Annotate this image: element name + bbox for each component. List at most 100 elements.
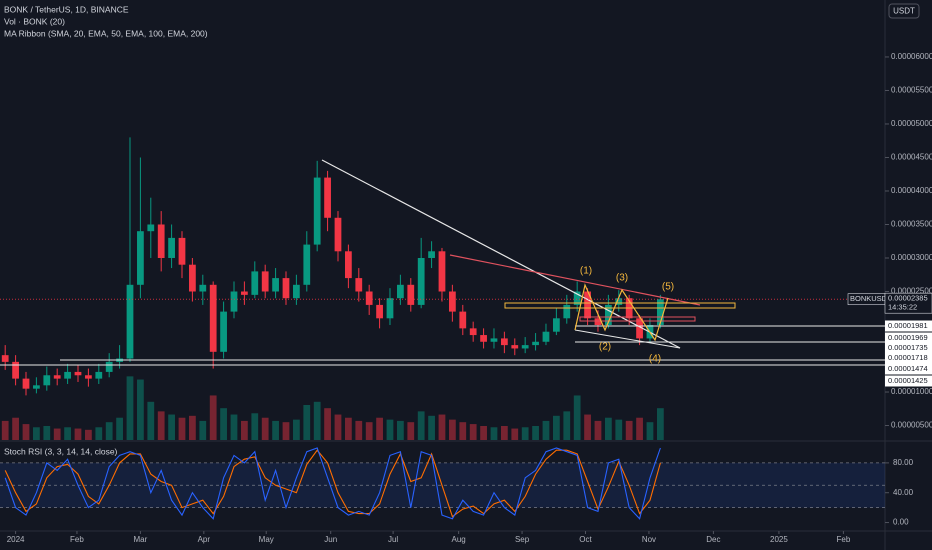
- x-tick-label: May: [259, 535, 274, 544]
- volume-bar: [480, 426, 487, 440]
- y-tick-label: 0.00006000: [891, 52, 932, 61]
- volume-bar: [324, 408, 331, 440]
- candle-body: [615, 298, 623, 305]
- volume-bar: [532, 426, 539, 440]
- price-tag-label: 0.00001425: [888, 376, 928, 385]
- candle-body: [345, 251, 352, 279]
- countdown: 14:35:22: [888, 303, 917, 312]
- volume-layer: [1, 376, 664, 440]
- candle-body: [459, 311, 467, 329]
- x-tick-label: Dec: [706, 535, 720, 544]
- volume-bar: [428, 415, 435, 440]
- volume-bar: [542, 420, 550, 440]
- x-tick-label: Mar: [134, 535, 148, 544]
- candle-body: [1, 355, 9, 362]
- volume-bar: [584, 414, 591, 440]
- candle-body: [261, 271, 269, 292]
- volume-bar: [459, 422, 467, 440]
- candle-body: [563, 304, 571, 319]
- candle-body: [428, 251, 435, 258]
- volume-bar: [594, 420, 602, 440]
- volume-bar: [95, 427, 103, 440]
- currency-button[interactable]: [888, 3, 920, 19]
- candle-body: [147, 224, 155, 232]
- volume-bar: [573, 395, 581, 440]
- price-tag: [885, 342, 932, 354]
- candle-body: [178, 237, 186, 265]
- volume-bar: [604, 417, 612, 440]
- indicator-label: MA Ribbon (SMA, 20, EMA, 50, EMA, 100, E…: [4, 28, 208, 38]
- price-tag-label: 0.00001981: [888, 321, 928, 330]
- y-tick-label: 0.00002500: [891, 287, 932, 296]
- zone-box: [579, 316, 696, 322]
- candle-body: [85, 375, 92, 379]
- volume-bar: [199, 420, 207, 440]
- y-tick-label: 0.00003500: [891, 220, 932, 229]
- candle-body: [43, 375, 51, 386]
- volume-bar: [376, 417, 383, 440]
- volume-bar: [1, 420, 9, 440]
- volume-bar: [272, 420, 279, 440]
- candle-body: [542, 331, 550, 342]
- candle-body: [168, 237, 175, 258]
- symbol-label: BONKUSDT: [850, 294, 892, 303]
- candle-body: [251, 271, 259, 295]
- y-tick-label: 0.00004500: [891, 153, 932, 162]
- volume-bar: [157, 411, 165, 440]
- wave-label: (1): [580, 266, 592, 277]
- y-tick-label: 0.00005500: [891, 86, 932, 95]
- wave-label: (5): [662, 282, 674, 293]
- volume-bar: [178, 417, 186, 440]
- candle-body: [584, 291, 591, 319]
- candle-body: [386, 298, 394, 319]
- volume-bar: [220, 408, 227, 440]
- volume-bar: [293, 419, 300, 440]
- volume-bar: [500, 426, 508, 440]
- y-tick-label: 0.00003000: [891, 253, 932, 262]
- currency-label[interactable]: USDT: [893, 7, 915, 16]
- candle-body: [324, 177, 331, 218]
- candle-body: [376, 304, 383, 319]
- price-tag: [885, 352, 932, 364]
- price-tag: [885, 320, 932, 332]
- x-tick-label: 2025: [770, 535, 788, 544]
- volume-bar: [615, 419, 623, 440]
- candle-body: [407, 284, 415, 305]
- wave-path: [574, 283, 669, 342]
- volume-bar: [74, 428, 82, 440]
- stoch-layer: [4, 447, 661, 520]
- volume-bar: [365, 422, 373, 440]
- candle-body: [157, 224, 165, 258]
- volume-bar: [261, 417, 269, 440]
- candle-body: [417, 257, 425, 305]
- indicator-label: Stoch RSI (3, 3, 14, 14, close): [4, 446, 118, 456]
- candle-body: [126, 284, 134, 359]
- x-tick-label: 2024: [7, 535, 25, 544]
- candle-body: [105, 361, 113, 372]
- candle-body: [95, 371, 103, 379]
- volume-bar: [334, 414, 342, 440]
- price-tag-label: 0.00001735: [888, 343, 928, 352]
- candle-body: [53, 375, 61, 379]
- volume-bar: [490, 427, 498, 440]
- candle-body: [199, 284, 207, 292]
- price-tag: [885, 363, 932, 375]
- wave-label: (4): [649, 354, 661, 365]
- volume-bar: [407, 422, 415, 440]
- candle-body: [594, 318, 602, 326]
- price-tag-label: 0.00001474: [888, 364, 928, 373]
- candle-body: [282, 278, 290, 299]
- volume-bar: [448, 419, 456, 440]
- price-tag-label: 0.00001718: [888, 353, 928, 362]
- candle-body: [480, 335, 487, 342]
- candle-body: [137, 231, 144, 285]
- candle-body: [365, 291, 373, 305]
- candle-body: [355, 278, 363, 292]
- volume-bar: [521, 427, 529, 440]
- last-price-tag: [884, 292, 932, 314]
- y-tick-label: 0.00000500: [891, 421, 932, 430]
- volume-bar: [126, 376, 134, 440]
